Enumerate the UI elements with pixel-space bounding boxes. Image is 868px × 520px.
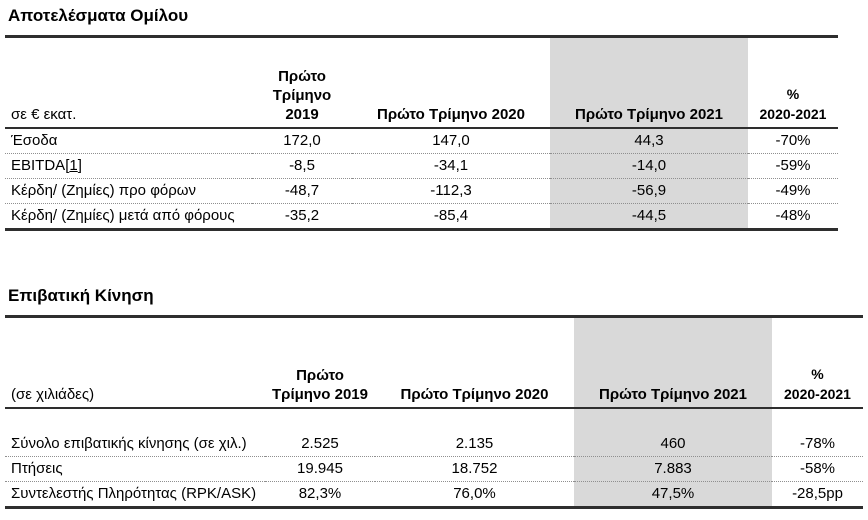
row-label: Πτήσεις xyxy=(5,456,265,482)
value-q1-2019: -35,2 xyxy=(252,203,352,231)
section-title-passenger-traffic: Επιβατική Κίνηση xyxy=(8,286,154,305)
value-q1-2020: 2.135 xyxy=(375,408,574,457)
value-q1-2020: -112,3 xyxy=(352,178,550,204)
table-row-total-passengers: Σύνολο επιβατικής κίνησης (σε χιλ.) 2.52… xyxy=(5,408,863,457)
value-pct-change: -70% xyxy=(748,128,838,154)
value-q1-2020: 147,0 xyxy=(352,128,550,154)
footnote-bracket-open: [ xyxy=(65,157,70,174)
value-pct-change: -28,5pp xyxy=(772,481,863,509)
value-q1-2019: 172,0 xyxy=(252,128,352,154)
pct-period: 2020-2021 xyxy=(759,106,827,122)
column-header-pct-change: % 2020-2021 xyxy=(748,35,838,129)
value-pct-change: -58% xyxy=(772,456,863,482)
value-q1-2019: 19.945 xyxy=(265,456,375,482)
table-row-profit-after-tax: Κέρδη/ (Ζημίες) μετά από φόρους -35,2 -8… xyxy=(5,203,838,231)
value-q1-2021: 44,3 xyxy=(550,128,748,154)
column-header-q1-2020: Πρώτο Τρίμηνο 2020 xyxy=(352,35,550,129)
column-header-q1-2019: Πρώτο Τρίμηνο 2019 xyxy=(265,315,375,409)
row-label: Συντελεστής Πληρότητας (RPK/ASK) xyxy=(5,481,265,509)
column-header-q1-2020: Πρώτο Τρίμηνο 2020 xyxy=(375,315,574,409)
value-q1-2021: 7.883 xyxy=(574,456,772,482)
value-q1-2021: -44,5 xyxy=(550,203,748,231)
value-q1-2019: -8,5 xyxy=(252,153,352,179)
value-q1-2019: 82,3% xyxy=(265,481,375,509)
footnote-ref-link[interactable]: [1] xyxy=(65,157,82,174)
column-header-q1-2021: Πρώτο Τρίμηνο 2021 xyxy=(550,35,748,129)
table-row-ebitda: EBITDA[1] -8,5 -34,1 -14,0 -59% xyxy=(5,153,838,179)
table-row-profit-before-tax: Κέρδη/ (Ζημίες) προ φόρων -48,7 -112,3 -… xyxy=(5,178,838,204)
pct-period: 2020-2021 xyxy=(784,386,851,402)
row-label: Κέρδη/ (Ζημίες) μετά από φόρους xyxy=(5,203,252,231)
footnote-bracket-close: ] xyxy=(77,157,82,174)
section-title-group-results: Αποτελέσματα Ομίλου xyxy=(8,6,189,25)
value-q1-2020: 18.752 xyxy=(375,456,574,482)
table-row-revenue: Έσοδα 172,0 147,0 44,3 -70% xyxy=(5,128,838,154)
value-pct-change: -78% xyxy=(772,408,863,457)
column-header-q1-2019: Πρώτο Τρίμηνο 2019 xyxy=(252,35,352,129)
value-q1-2021: 460 xyxy=(574,408,772,457)
row-label: Κέρδη/ (Ζημίες) προ φόρων xyxy=(5,178,252,204)
row-label-text: EBITDA xyxy=(11,157,66,174)
value-pct-change: -59% xyxy=(748,153,838,179)
row-label: Σύνολο επιβατικής κίνησης (σε χιλ.) xyxy=(5,408,265,457)
value-q1-2021: -14,0 xyxy=(550,153,748,179)
value-pct-change: -48% xyxy=(748,203,838,231)
table-row-flights: Πτήσεις 19.945 18.752 7.883 -58% xyxy=(5,456,863,482)
row-label: Έσοδα xyxy=(5,128,252,154)
value-q1-2020: 76,0% xyxy=(375,481,574,509)
header-row: σε € εκατ. Πρώτο Τρίμηνο 2019 Πρώτο Τρίμ… xyxy=(5,35,838,129)
value-q1-2020: -85,4 xyxy=(352,203,550,231)
pct-symbol: % xyxy=(786,86,800,102)
value-q1-2021: 47,5% xyxy=(574,481,772,509)
header-row: (σε χιλιάδες) Πρώτο Τρίμηνο 2019 Πρώτο Τ… xyxy=(5,315,863,409)
value-q1-2019: 2.525 xyxy=(265,408,375,457)
value-q1-2021: -56,9 xyxy=(550,178,748,204)
table-row-load-factor: Συντελεστής Πληρότητας (RPK/ASK) 82,3% 7… xyxy=(5,481,863,509)
column-header-pct-change: % 2020-2021 xyxy=(772,315,863,409)
value-q1-2020: -34,1 xyxy=(352,153,550,179)
group-results-table: σε € εκατ. Πρώτο Τρίμηνο 2019 Πρώτο Τρίμ… xyxy=(5,35,838,231)
value-pct-change: -49% xyxy=(748,178,838,204)
passenger-traffic-table: (σε χιλιάδες) Πρώτο Τρίμηνο 2019 Πρώτο Τ… xyxy=(5,315,863,509)
unit-label: (σε χιλιάδες) xyxy=(5,315,265,409)
value-q1-2019: -48,7 xyxy=(252,178,352,204)
footnote-number: 1 xyxy=(69,157,78,174)
unit-label: σε € εκατ. xyxy=(5,35,252,129)
pct-symbol: % xyxy=(811,366,824,382)
row-label: EBITDA[1] xyxy=(5,153,252,179)
column-header-q1-2021: Πρώτο Τρίμηνο 2021 xyxy=(574,315,772,409)
